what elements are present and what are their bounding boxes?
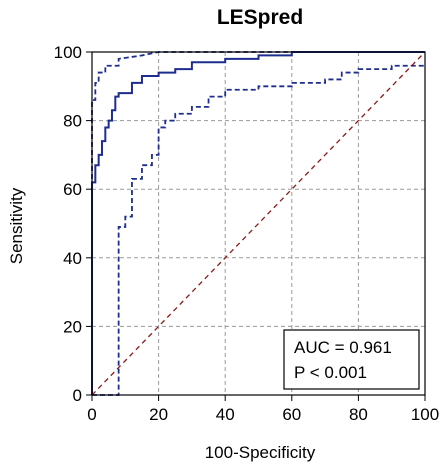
x-tick-label: 20 xyxy=(149,405,168,424)
auc-label: AUC = 0.961 xyxy=(294,338,392,357)
x-tick-label: 80 xyxy=(349,405,368,424)
y-tick-label: 100 xyxy=(54,43,82,62)
plot-frame xyxy=(91,51,426,396)
annotation-box: AUC = 0.961 P < 0.001 xyxy=(283,329,420,390)
series-ci-upper xyxy=(91,51,425,395)
p-value-label: P < 0.001 xyxy=(294,363,367,382)
annotation-frame xyxy=(283,329,420,390)
chart-title: LESpred xyxy=(217,6,303,29)
y-axis-title: Sensitivity xyxy=(7,187,26,264)
y-tick-label: 0 xyxy=(73,386,82,405)
grid-layer xyxy=(92,52,425,395)
x-tick-label: 0 xyxy=(87,405,96,424)
x-tick-label: 40 xyxy=(216,405,235,424)
series-ci-lower xyxy=(92,64,425,396)
x-tick-label: 60 xyxy=(282,405,301,424)
series-layer xyxy=(91,51,426,396)
x-axis-title: 100-Specificity xyxy=(205,443,316,462)
y-tick-label: 60 xyxy=(63,180,82,199)
series-reference xyxy=(91,51,426,396)
series-roc xyxy=(91,51,425,395)
y-tick-label: 40 xyxy=(63,249,82,268)
x-tick-label: 100 xyxy=(411,405,439,424)
y-tick-label: 20 xyxy=(63,317,82,336)
y-tick-label: 80 xyxy=(63,112,82,131)
tick-layer: 0 20 40 60 80 100 0 20 40 60 80 100 xyxy=(54,43,440,424)
